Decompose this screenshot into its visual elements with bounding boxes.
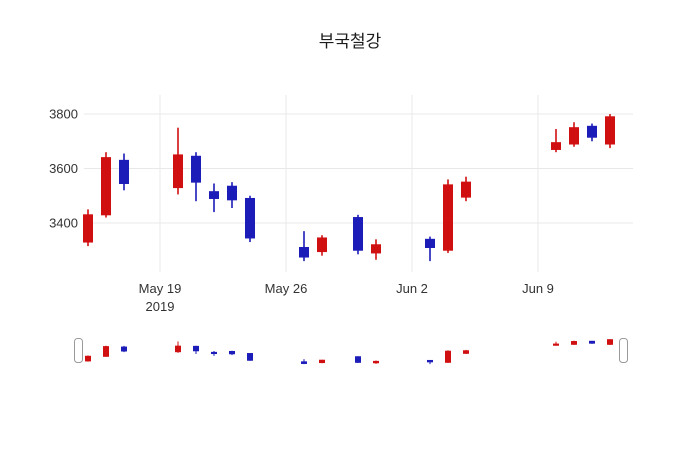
rangeslider-candlestick (445, 350, 451, 363)
rangeslider-candlestick (247, 353, 253, 361)
rangeslider-candlestick (85, 355, 91, 362)
candlestick[interactable] (461, 176, 471, 202)
candlestick[interactable] (371, 239, 381, 260)
candles (83, 114, 615, 262)
candlestick[interactable] (569, 122, 579, 147)
rangeslider-candlestick (373, 360, 379, 364)
rangeslider-right-handle[interactable] (619, 338, 628, 363)
y-axis-tick-label: 3400 (49, 215, 78, 230)
candlestick[interactable] (191, 152, 201, 202)
rangeslider-candlestick (463, 349, 469, 354)
rangeslider-candlestick (571, 340, 577, 345)
rangeslider-candlestick (301, 359, 307, 365)
candlestick[interactable] (317, 235, 327, 256)
rangeslider-candlestick (121, 345, 127, 353)
candlestick[interactable] (173, 127, 183, 195)
rangeslider-candlestick (427, 359, 433, 365)
x-axis-year-label: 2019 (146, 299, 175, 314)
candlestick[interactable] (587, 123, 597, 142)
candlestick[interactable] (245, 195, 255, 243)
rangeslider-left-handle[interactable] (74, 338, 83, 363)
candlestick[interactable] (227, 182, 237, 209)
rangeslider-candlestick (175, 341, 181, 353)
x-axis-tick-label: May 26 (265, 281, 308, 296)
rangeslider-candlestick (211, 351, 217, 356)
rangeslider-candlestick (103, 345, 109, 357)
rangeslider[interactable] (74, 338, 628, 365)
candlestick[interactable] (551, 129, 561, 153)
candlestick[interactable] (101, 152, 111, 218)
candlestick[interactable] (425, 236, 435, 262)
chart-title: 부국철강 (318, 32, 382, 51)
rangeslider-candlestick (355, 356, 361, 363)
x-axis-tick-label: May 19 (139, 281, 182, 296)
rangeslider-candlestick (229, 350, 235, 356)
rangeslider-candlestick (607, 339, 613, 345)
candlestick[interactable] (299, 231, 309, 262)
rangeslider-candlestick (589, 340, 595, 344)
y-axis-tick-label: 3600 (49, 161, 78, 176)
x-axis-tick-label: Jun 2 (396, 281, 428, 296)
candlestick[interactable] (605, 114, 615, 149)
candlestick[interactable] (119, 153, 129, 191)
rangeslider-candlestick (193, 345, 199, 354)
candlestick[interactable] (353, 214, 363, 255)
candlestick[interactable] (83, 209, 93, 247)
candlestick[interactable] (443, 179, 453, 253)
candlestick[interactable] (209, 183, 219, 213)
x-axis-tick-label: Jun 9 (522, 281, 554, 296)
rangeslider-candlestick (553, 341, 559, 346)
y-axis-tick-label: 3800 (49, 107, 78, 122)
rangeslider-candlestick (319, 359, 325, 364)
